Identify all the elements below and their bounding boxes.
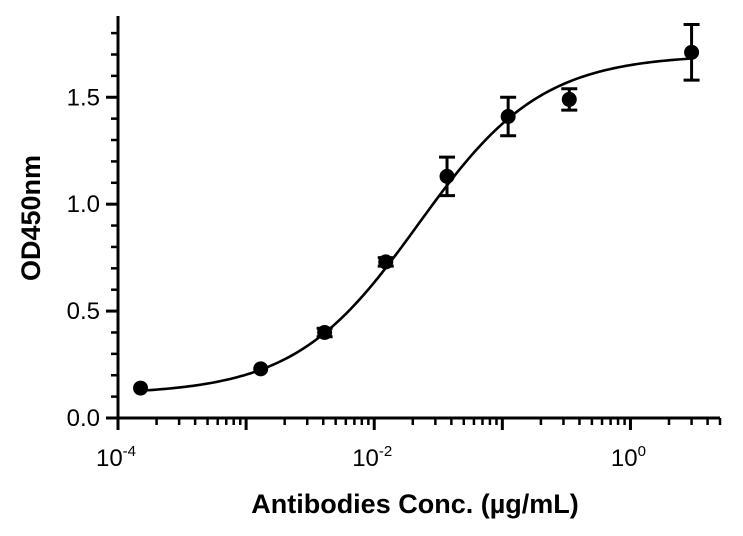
fit-curve: [140, 57, 692, 392]
data-points: [133, 44, 700, 396]
y-tick-label: 0.0: [67, 405, 100, 432]
data-point: [378, 254, 394, 270]
y-tick-label: 1.0: [67, 191, 100, 218]
axes: [116, 16, 720, 420]
y-tick-label: 1.5: [67, 84, 100, 111]
x-axis-title: Antibodies Conc. (µg/mL): [251, 489, 579, 519]
y-axis-title: OD450nm: [16, 155, 46, 281]
data-point: [439, 168, 455, 184]
y-axis-ticks: 0.0 0.5 1.0 1.5: [67, 31, 118, 432]
data-point: [253, 361, 269, 377]
x-tick-label: 10-2: [352, 443, 392, 472]
x-tick-label: 10-4: [96, 443, 136, 472]
data-point: [500, 109, 516, 124]
data-point: [133, 380, 149, 396]
x-tick-label: 100: [611, 443, 646, 472]
error-bars: [316, 23, 700, 339]
x-axis-ticks: 10-4 10-2 100: [96, 418, 722, 472]
data-point: [317, 324, 333, 340]
data-point: [684, 44, 700, 60]
y-tick-label: 0.5: [67, 298, 100, 325]
data-point: [561, 91, 577, 107]
